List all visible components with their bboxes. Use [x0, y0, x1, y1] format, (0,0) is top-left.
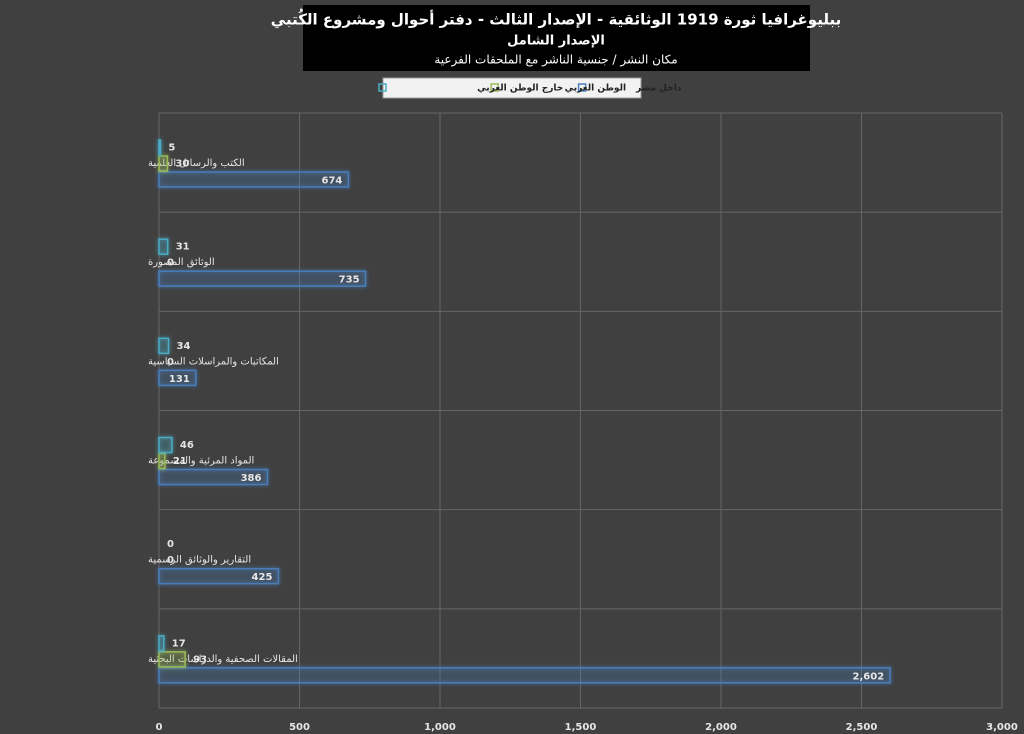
- y-tick-label: المواد المرئية والمسموعة: [148, 456, 254, 467]
- data-label: 34: [177, 341, 191, 352]
- bar: [158, 369, 197, 387]
- x-tick-label: 1,500: [565, 722, 597, 733]
- x-tick-label: 2,500: [846, 722, 878, 733]
- y-tick-label: المكاتبات والمراسلات السياسية: [148, 356, 279, 367]
- data-label: 17: [172, 638, 186, 649]
- data-label: 31: [176, 242, 190, 253]
- y-tick-label: الوثائق المصورة: [148, 257, 215, 268]
- chart-title: ببليوغرافيا ثورة 1919 الوثائقية - الإصدا…: [271, 9, 841, 29]
- x-tick-label: 0: [156, 722, 163, 733]
- data-label: 30: [175, 159, 189, 170]
- bar: [158, 635, 165, 652]
- data-label: 425: [252, 572, 273, 583]
- bar: [158, 667, 891, 684]
- chart-subtitle: الإصدار الشامل: [507, 34, 605, 49]
- chart-subtitle: مكان النشر / جنسية الناشر مع الملحقات ال…: [434, 53, 677, 68]
- data-label: 131: [169, 374, 190, 385]
- legend-label: خارج الوطن العربي: [477, 84, 563, 94]
- bar: [158, 139, 162, 156]
- legend-swatch: [490, 83, 499, 92]
- x-tick-label: 3,000: [986, 722, 1018, 733]
- bar: [158, 452, 166, 470]
- legend-label: داخل مصر: [635, 84, 682, 94]
- legend-box: [382, 77, 642, 99]
- bar: [158, 155, 169, 172]
- y-tick-label: التقارير والوثائق الرسمية: [148, 555, 251, 566]
- legend-swatch: [378, 83, 387, 92]
- data-label: 0: [167, 258, 174, 269]
- data-label: 0: [167, 539, 174, 550]
- bar: [158, 651, 186, 668]
- x-tick-label: 1,000: [424, 722, 456, 733]
- data-label: 5: [168, 143, 175, 154]
- data-label: 46: [180, 440, 194, 451]
- data-label: 2,602: [853, 671, 885, 682]
- title-box: [303, 5, 810, 71]
- x-tick-label: 500: [289, 722, 310, 733]
- data-label: 674: [322, 176, 343, 187]
- data-label: 386: [241, 473, 262, 484]
- bar: [158, 337, 170, 355]
- data-label: 735: [339, 275, 360, 286]
- data-label: 0: [167, 357, 174, 368]
- x-tick-label: 2,000: [705, 722, 737, 733]
- data-label: 0: [167, 555, 174, 566]
- y-tick-label: الكتب والرسائل العلمية: [148, 158, 245, 169]
- bar: [158, 436, 173, 454]
- legend-label: الوطن العربي: [565, 84, 626, 94]
- legend-swatch: [577, 83, 587, 92]
- data-label: 21: [173, 456, 187, 467]
- data-label: 93: [193, 654, 207, 665]
- bar: [158, 567, 280, 585]
- bar: [158, 270, 367, 287]
- bar: [158, 238, 169, 255]
- bar: [158, 468, 269, 486]
- bar: [158, 171, 350, 188]
- y-tick-label: المقالات الصحفية والدراسات البحثية: [148, 654, 298, 665]
